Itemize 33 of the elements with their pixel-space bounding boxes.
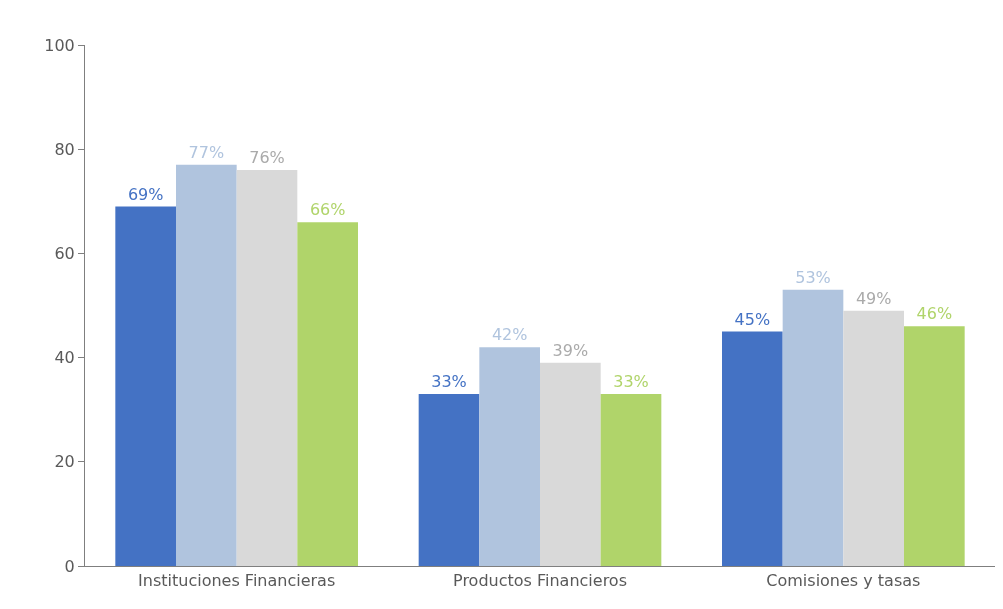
bar <box>600 394 662 566</box>
data-label: 76% <box>249 148 285 168</box>
data-label: 39% <box>552 340 589 360</box>
y-tick-label: 100 <box>44 35 75 55</box>
bar <box>843 310 904 566</box>
bar <box>540 362 601 566</box>
data-label: 49% <box>855 288 892 308</box>
y-tick-label: 20 <box>54 452 75 472</box>
bar <box>297 222 358 566</box>
x-tick-label: Productos Financieros <box>453 571 627 591</box>
bar <box>904 326 965 566</box>
y-tick-label: 0 <box>64 556 75 576</box>
y-tick-label: 80 <box>54 139 75 159</box>
bar <box>176 164 237 566</box>
data-label: 33% <box>613 372 649 392</box>
y-tick-label: 60 <box>54 244 75 263</box>
y-tick-label: 40 <box>54 348 75 368</box>
data-label: 69% <box>127 184 164 204</box>
bar <box>722 331 783 566</box>
data-label: 45% <box>734 309 771 329</box>
bar <box>236 170 298 566</box>
data-label: 53% <box>795 267 831 287</box>
x-tick-label: Instituciones Financieras <box>138 571 336 591</box>
bar <box>479 347 540 566</box>
bar <box>418 394 480 566</box>
bar <box>115 206 176 566</box>
data-label: 66% <box>309 200 346 220</box>
data-label: 33% <box>431 372 467 392</box>
x-tick-label: Comisiones y tasas <box>766 571 921 591</box>
data-label: 77% <box>188 142 225 162</box>
data-label: 46% <box>916 304 953 324</box>
bar <box>782 289 844 566</box>
data-label: 42% <box>491 325 528 345</box>
